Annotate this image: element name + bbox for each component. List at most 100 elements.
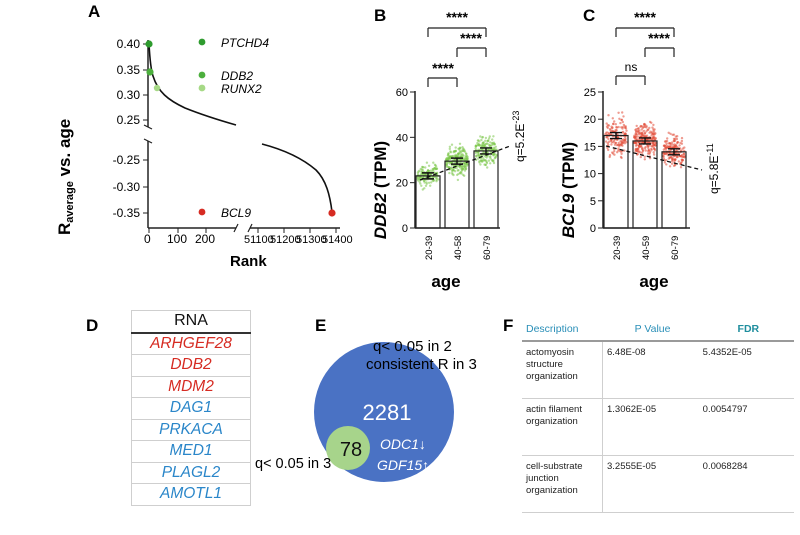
b-error-bar: [422, 172, 434, 180]
panel-a-ytick-label: 0.30: [117, 88, 141, 102]
label-runx2: RUNX2: [221, 82, 262, 96]
panel-a-xtick-label: 200: [195, 232, 215, 246]
c-point: [680, 139, 684, 143]
b-point: [447, 165, 450, 169]
c-point: [643, 147, 647, 150]
c-ytick-label: 15: [584, 141, 596, 153]
panel-d-rna-table: RNA ARHGEF28 DDB2 MDM2 DAG1 PRKACA MED1 PLAGL2…: [131, 310, 251, 506]
c-point: [620, 152, 623, 155]
panel-b-bracket-2-3: [456, 47, 487, 57]
c-point: [653, 128, 656, 131]
c-point: [652, 123, 655, 127]
b-point: [450, 143, 454, 146]
c-point: [670, 162, 674, 165]
panel-c-sig-1-2: ns: [625, 60, 638, 74]
c-point: [612, 122, 615, 126]
b-point: [478, 140, 481, 143]
b-point: [423, 187, 426, 190]
b-point: [448, 157, 451, 160]
c-point: [639, 124, 643, 128]
panel-a-ytick-label: -0.25: [113, 153, 141, 167]
b-point: [464, 156, 467, 159]
b-point: [450, 169, 454, 172]
c-point: [678, 144, 681, 147]
panel-a-curve-top: [148, 43, 237, 126]
panel-c-sig-2-3: ****: [648, 30, 670, 46]
c-point: [618, 117, 621, 121]
panel-b-sig-2-3: ****: [460, 30, 482, 46]
b-point: [430, 181, 433, 184]
fdr-cell: 0.0068284: [698, 455, 794, 513]
b-point: [437, 178, 440, 181]
c-point: [676, 135, 679, 138]
c-point: [615, 126, 619, 129]
c-point: [683, 154, 686, 158]
c-point: [643, 122, 646, 126]
b-point: [419, 167, 422, 171]
panel-label-a: A: [88, 2, 100, 21]
panel-label-e: E: [315, 316, 326, 335]
b-point: [456, 155, 460, 158]
b-xtick-label: 20-39: [424, 236, 435, 260]
gene-cell: MDM2: [131, 375, 251, 398]
c-point: [653, 147, 656, 151]
b-point: [431, 168, 434, 171]
b-ytick-label: 40: [396, 132, 408, 144]
b-point: [495, 153, 498, 156]
panel-a-ybreak-top: [143, 124, 153, 130]
c-point: [623, 149, 626, 152]
c-point: [665, 144, 668, 147]
c-point: [651, 141, 655, 144]
b-point: [461, 154, 464, 157]
c-point: [640, 144, 643, 148]
b-error-bar: [480, 147, 492, 155]
c-point: [612, 141, 615, 144]
c-point: [605, 131, 608, 134]
venn-gene-gdf15: GDF15↑: [377, 457, 429, 473]
panel-b-sig-1-2: ****: [432, 60, 454, 76]
b-point: [479, 163, 482, 166]
b-point: [494, 145, 497, 148]
c-point: [635, 149, 639, 152]
c-point: [619, 140, 622, 143]
b-point: [481, 135, 484, 139]
c-point: [608, 132, 611, 135]
b-point: [485, 161, 489, 165]
c-point: [650, 145, 653, 148]
c-point: [682, 152, 685, 156]
b-point: [482, 141, 485, 144]
c-point: [619, 121, 622, 125]
gene-cell: DAG1: [131, 397, 251, 420]
label-dot-runx2: [198, 84, 206, 92]
c-xtick-label: 60-79: [670, 236, 681, 260]
panel-label-f: F: [503, 316, 513, 335]
b-point: [489, 162, 492, 165]
b-point: [449, 167, 453, 170]
b-point: [452, 173, 455, 177]
c-point: [668, 165, 672, 168]
c-point: [607, 124, 611, 127]
fdr-cell: 0.0054797: [698, 398, 794, 456]
b-point: [478, 144, 481, 147]
b-point: [458, 147, 461, 150]
b-point: [461, 167, 464, 170]
c-point: [650, 148, 653, 151]
c-point: [670, 141, 674, 144]
label-dot-bcl9: [198, 208, 206, 216]
venn-outer-count: 2281: [363, 400, 412, 425]
col-header-pvalue: P Value: [602, 318, 699, 342]
panel-a-ytick-label: 0.40: [117, 37, 141, 51]
c-point: [669, 132, 672, 135]
b-point: [447, 153, 450, 156]
c-point: [636, 135, 639, 138]
b-point: [479, 135, 482, 138]
b-point: [421, 168, 424, 172]
c-xtick-label: 20-39: [612, 236, 623, 260]
c-point: [620, 118, 623, 122]
b-point: [484, 163, 487, 167]
b-point: [445, 162, 449, 166]
b-point: [481, 159, 484, 162]
b-point: [474, 151, 478, 155]
c-point: [617, 147, 620, 150]
c-point: [643, 132, 646, 135]
